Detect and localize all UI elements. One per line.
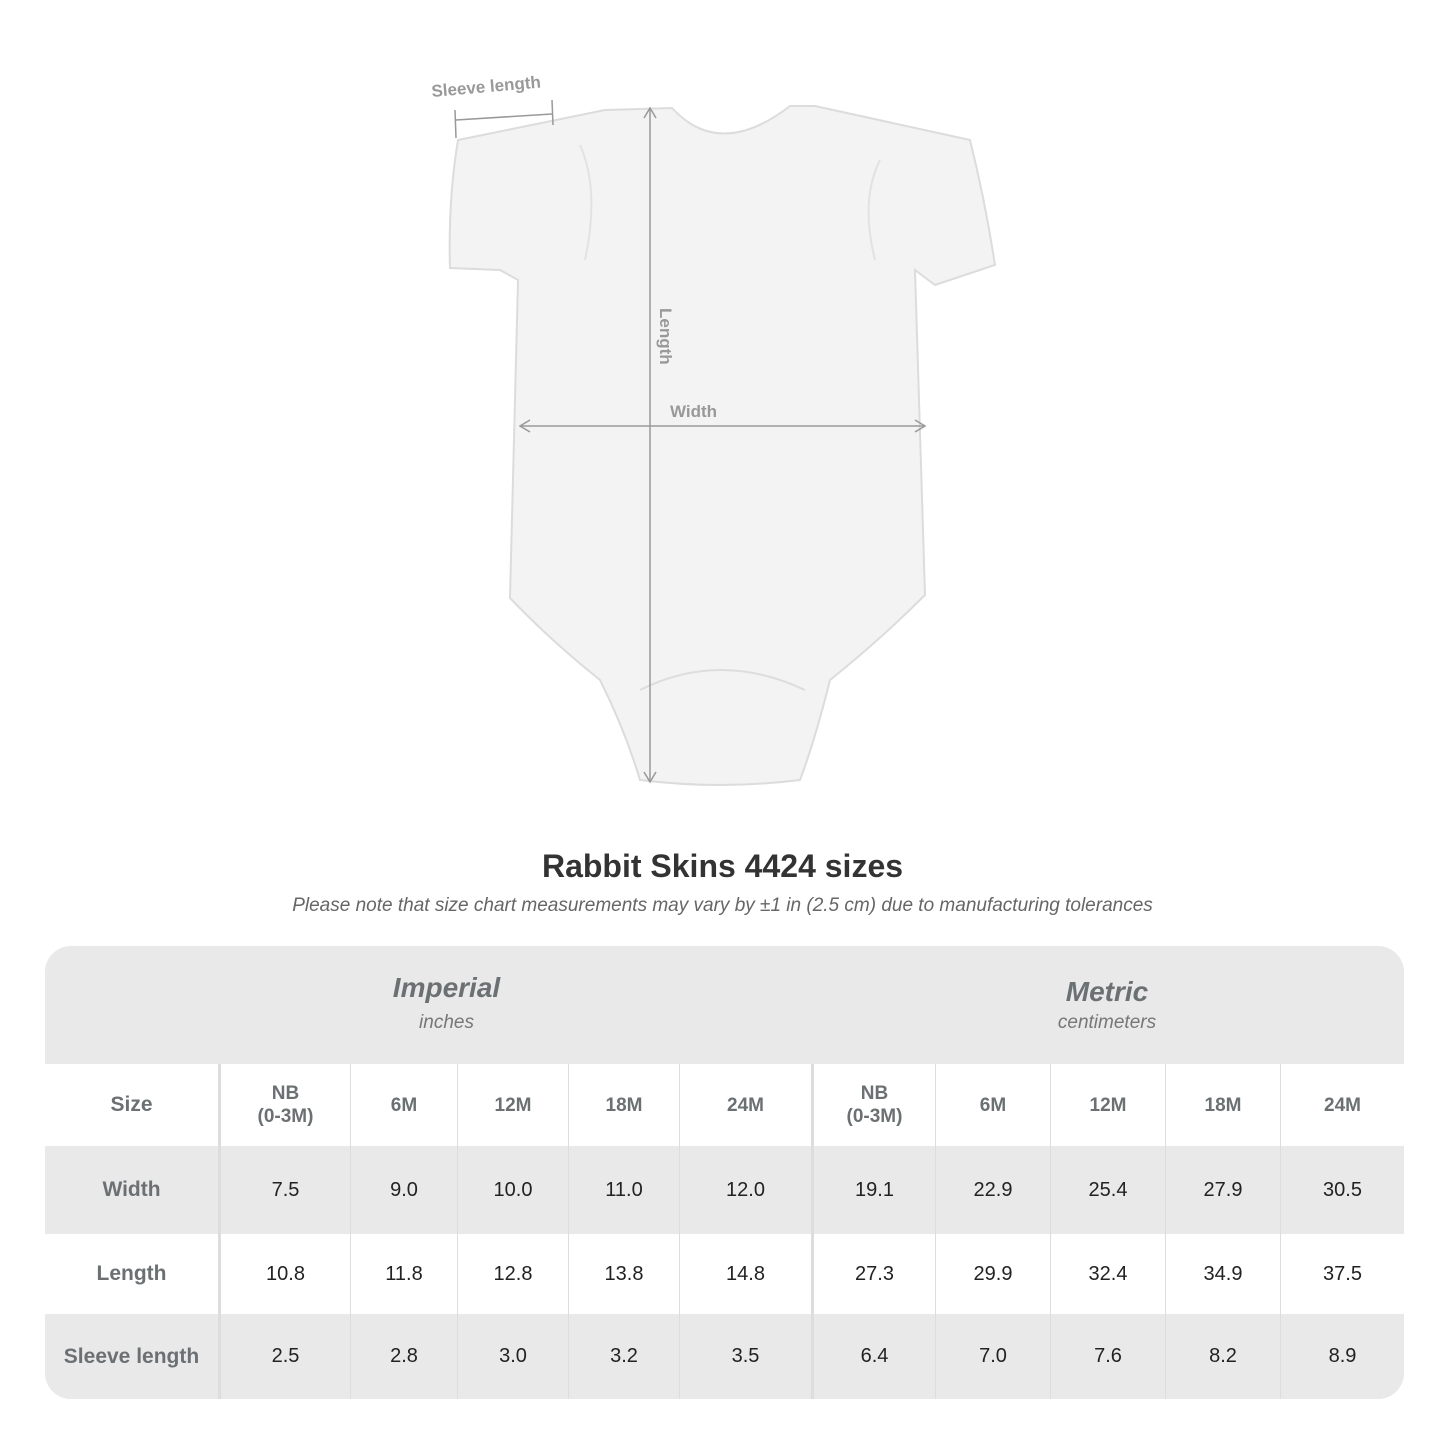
size-column-header: 12M (457, 1064, 568, 1146)
metric-value: 22.9 (935, 1146, 1050, 1234)
metric-value: 27.3 (811, 1234, 935, 1314)
size-column-header: NB (0-3M) (218, 1064, 350, 1146)
imperial-value: 12.0 (679, 1146, 811, 1234)
row-label: Width (45, 1146, 218, 1234)
metric-unit: centimeters (1057, 1012, 1157, 1033)
size-header-label: Size (45, 1064, 218, 1146)
metric-value: 34.9 (1165, 1234, 1280, 1314)
size-column-header: 24M (679, 1064, 811, 1146)
metric-value: 19.1 (811, 1146, 935, 1234)
imperial-value: 7.5 (218, 1146, 350, 1234)
page-title: Rabbit Skins 4424 sizes (541, 848, 904, 884)
row-label: Length (45, 1234, 218, 1314)
imperial-header: Imperial inches (218, 946, 675, 1090)
metric-value: 6.4 (811, 1314, 935, 1399)
metric-value: 27.9 (1165, 1146, 1280, 1234)
imperial-value: 3.0 (457, 1314, 568, 1399)
imperial-value: 11.8 (350, 1234, 457, 1314)
metric-value: 7.0 (935, 1314, 1050, 1399)
imperial-value: 10.0 (457, 1146, 568, 1234)
bodysuit-image (448, 105, 997, 786)
size-column-header: 24M (1280, 1064, 1404, 1146)
sleeve-length-label: Sleeve length (431, 73, 542, 101)
tolerance-note: Please note that size chart measurements… (292, 895, 1153, 916)
imperial-value: 2.8 (350, 1314, 457, 1399)
imperial-value: 12.8 (457, 1234, 568, 1314)
imperial-value: 10.8 (218, 1234, 350, 1314)
size-column-header: 6M (350, 1064, 457, 1146)
size-column-header: 18M (1165, 1064, 1280, 1146)
metric-value: 8.9 (1280, 1314, 1404, 1399)
metric-value: 32.4 (1050, 1234, 1165, 1314)
length-label: Length (656, 308, 675, 365)
metric-value: 29.9 (935, 1234, 1050, 1314)
imperial-unit: inches (419, 1012, 474, 1033)
metric-value: 25.4 (1050, 1146, 1165, 1234)
imperial-label: Imperial (392, 972, 501, 1003)
size-table: Imperial inches Metric centimeters Size N… (45, 946, 1404, 1399)
sleeve-measure-line (455, 113, 553, 121)
imperial-value: 11.0 (568, 1146, 679, 1234)
metric-header: Metric centimeters (811, 946, 1403, 1094)
metric-value: 30.5 (1280, 1146, 1404, 1234)
imperial-value: 3.2 (568, 1314, 679, 1399)
width-label: Width (670, 402, 717, 421)
metric-value: 8.2 (1165, 1314, 1280, 1399)
metric-label: Metric (1065, 976, 1149, 1007)
metric-value: 7.6 (1050, 1314, 1165, 1399)
size-grid: Size NB (0-3M) 6M 12M 18M 24M NB (0-3M) 6M 12M 18… (45, 1064, 1404, 1399)
metric-value: 37.5 (1280, 1234, 1404, 1314)
imperial-value: 3.5 (679, 1314, 811, 1399)
size-column-header: 18M (568, 1064, 679, 1146)
size-column-header: 12M (1050, 1064, 1165, 1146)
row-label: Sleeve length (45, 1314, 218, 1399)
imperial-value: 2.5 (218, 1314, 350, 1399)
imperial-value: 14.8 (679, 1234, 811, 1314)
bodysuit-diagram: Sleeve length Length Width (431, 73, 997, 786)
size-column-header: 6M (935, 1064, 1050, 1146)
size-column-header: NB (0-3M) (811, 1064, 935, 1146)
imperial-value: 13.8 (568, 1234, 679, 1314)
imperial-value: 9.0 (350, 1146, 457, 1234)
